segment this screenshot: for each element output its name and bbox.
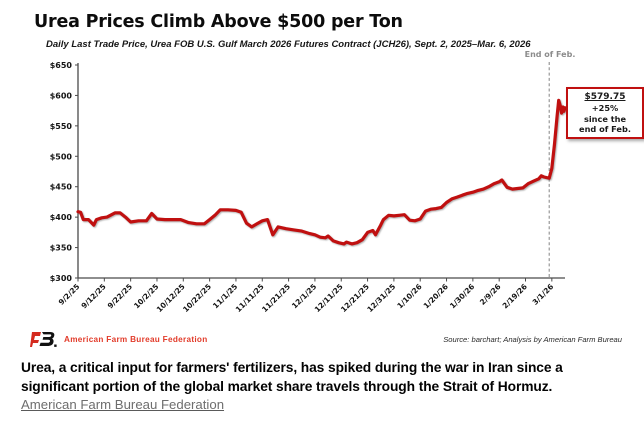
- brand-name: American Farm Bureau Federation: [64, 334, 208, 344]
- x-tick-label: 1/20/26: [422, 282, 450, 310]
- y-tick-label: $500: [50, 152, 73, 161]
- y-tick-label: $400: [50, 213, 73, 222]
- annotation-line2: since the: [583, 113, 627, 124]
- source-note: Source: barchart; Analysis by American F…: [443, 335, 622, 344]
- y-tick-label: $300: [50, 274, 73, 283]
- chart-title: Urea Prices Climb Above $500 per Ton: [34, 12, 403, 32]
- x-tick-label: 9/2/25: [57, 282, 82, 307]
- afbf-logo-icon: [30, 332, 57, 347]
- price-line: [76, 98, 567, 246]
- caption-text: Urea, a critical input for farmers' fert…: [21, 360, 563, 395]
- x-tick-label: 12/31/25: [365, 282, 397, 314]
- x-tick-label: 2/19/26: [501, 282, 529, 310]
- x-tick-label: 11/21/25: [260, 282, 292, 314]
- urea-price-chart: $300$350$400$450$500$550$600$6509/2/259/…: [50, 61, 567, 314]
- y-tick-label: $550: [50, 122, 73, 131]
- x-tick-label: 1/30/26: [448, 282, 476, 310]
- x-tick-label: 1/10/26: [395, 282, 423, 310]
- y-tick-label: $450: [50, 183, 73, 192]
- annotation-price: $579.75: [584, 92, 626, 102]
- x-tick-label: 9/12/25: [79, 282, 107, 310]
- x-tick-label: 3/1/26: [531, 282, 556, 307]
- chart-subtitle: Daily Last Trade Price, Urea FOB U.S. Gu…: [46, 39, 531, 50]
- source-link[interactable]: American Farm Bureau Federation: [21, 397, 225, 412]
- x-tick-label: 10/22/25: [181, 282, 213, 314]
- y-tick-label: $650: [50, 61, 73, 70]
- annotation-line3: end of Feb.: [579, 123, 631, 134]
- annotation-pct: +25%: [591, 103, 619, 114]
- annotation-box: $579.75 +25% since the end of Feb.: [566, 87, 644, 139]
- end-of-feb-label: End of Feb.: [524, 50, 576, 59]
- y-tick-label: $600: [50, 91, 73, 100]
- brand-row: American Farm Bureau Federation: [30, 329, 208, 349]
- y-tick-label: $350: [50, 244, 73, 253]
- x-tick-label: 9/22/25: [106, 282, 134, 310]
- x-tick-label: 2/9/26: [478, 282, 503, 307]
